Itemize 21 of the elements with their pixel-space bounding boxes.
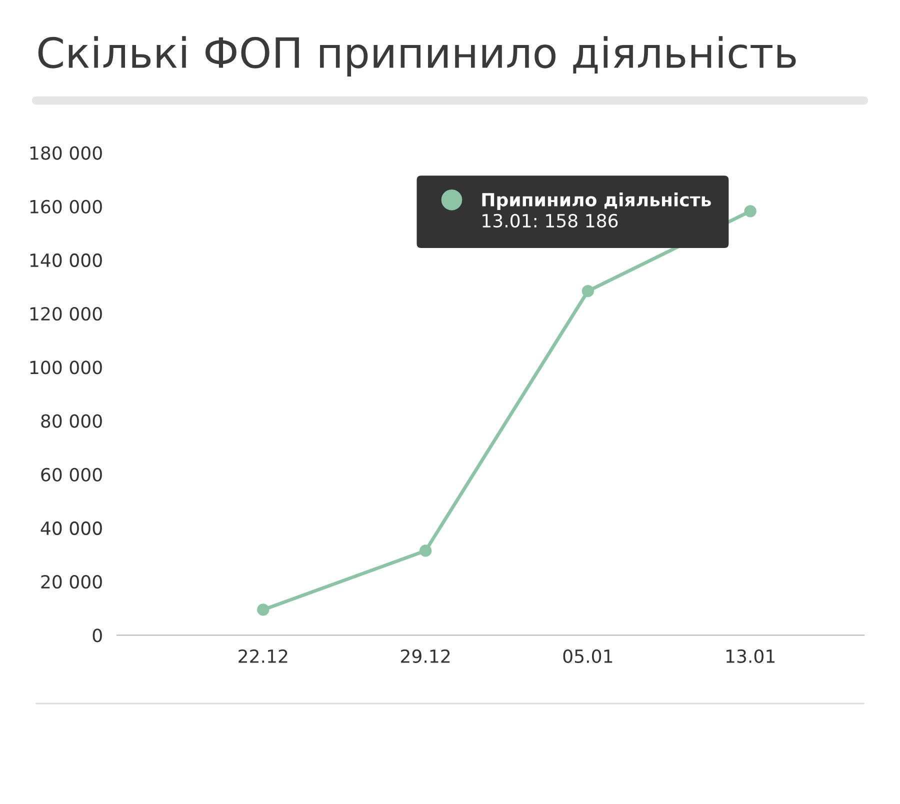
y-tick-label: 100 000: [30, 360, 102, 374]
x-tick-label: 05.01: [563, 649, 612, 664]
chart-title: Скількі ФОП припинило діяльність: [38, 36, 796, 76]
point: [419, 544, 432, 557]
point: [582, 284, 594, 298]
y-tick-label: 80 000: [41, 414, 102, 428]
y-tick-label: 180 000: [30, 146, 102, 160]
annotation: 13.01: 158 186: [482, 214, 618, 228]
y-tick-label: 60 000: [41, 468, 102, 482]
legend-label: Припинило діяльність: [482, 192, 711, 210]
x-tick-label: 22.12: [238, 649, 288, 663]
y-tick-label: 0: [92, 628, 102, 642]
y-tick-label: 20 000: [41, 575, 102, 589]
point: [744, 205, 756, 218]
x-tick-label: 29.12: [401, 649, 450, 664]
y-tick-label: 160 000: [30, 200, 102, 214]
y-tick-label: 40 000: [40, 521, 102, 536]
y-tick-label: 120 000: [30, 307, 102, 321]
x-tick-label: 13.01: [726, 649, 775, 664]
point: [257, 604, 270, 616]
y-tick-label: 140 000: [30, 253, 102, 268]
